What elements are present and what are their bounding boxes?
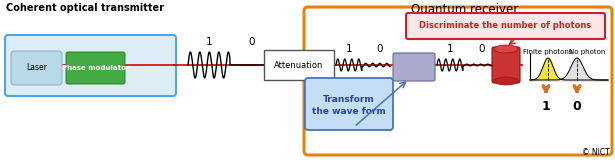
FancyBboxPatch shape xyxy=(11,51,62,85)
Text: 1: 1 xyxy=(205,37,212,47)
Text: No photon: No photon xyxy=(569,49,605,55)
FancyBboxPatch shape xyxy=(305,78,393,130)
Text: © NICT: © NICT xyxy=(582,148,610,157)
FancyBboxPatch shape xyxy=(393,53,435,81)
Text: Quantum receiver: Quantum receiver xyxy=(411,3,518,16)
Text: Coherent optical transmitter: Coherent optical transmitter xyxy=(6,3,164,13)
Text: 1: 1 xyxy=(346,44,352,54)
Text: Finite photons: Finite photons xyxy=(523,49,573,55)
Text: 1: 1 xyxy=(542,100,550,113)
Text: the wave form: the wave form xyxy=(312,106,386,115)
Text: 1: 1 xyxy=(446,44,453,54)
FancyBboxPatch shape xyxy=(66,52,125,84)
Ellipse shape xyxy=(494,77,518,85)
Text: Transform: Transform xyxy=(323,95,375,103)
Text: 0: 0 xyxy=(248,37,255,47)
Text: Discriminate the number of photons: Discriminate the number of photons xyxy=(419,21,592,31)
Text: Phase modulator: Phase modulator xyxy=(62,65,129,71)
FancyBboxPatch shape xyxy=(264,50,334,80)
Ellipse shape xyxy=(494,45,518,53)
FancyBboxPatch shape xyxy=(492,47,520,83)
Text: 0: 0 xyxy=(377,44,383,54)
FancyBboxPatch shape xyxy=(406,13,605,39)
Text: 0: 0 xyxy=(573,100,581,113)
FancyBboxPatch shape xyxy=(5,35,176,96)
Text: Laser: Laser xyxy=(26,64,47,72)
Text: 0: 0 xyxy=(478,44,485,54)
Text: Attenuation: Attenuation xyxy=(274,61,323,69)
FancyBboxPatch shape xyxy=(304,7,612,155)
